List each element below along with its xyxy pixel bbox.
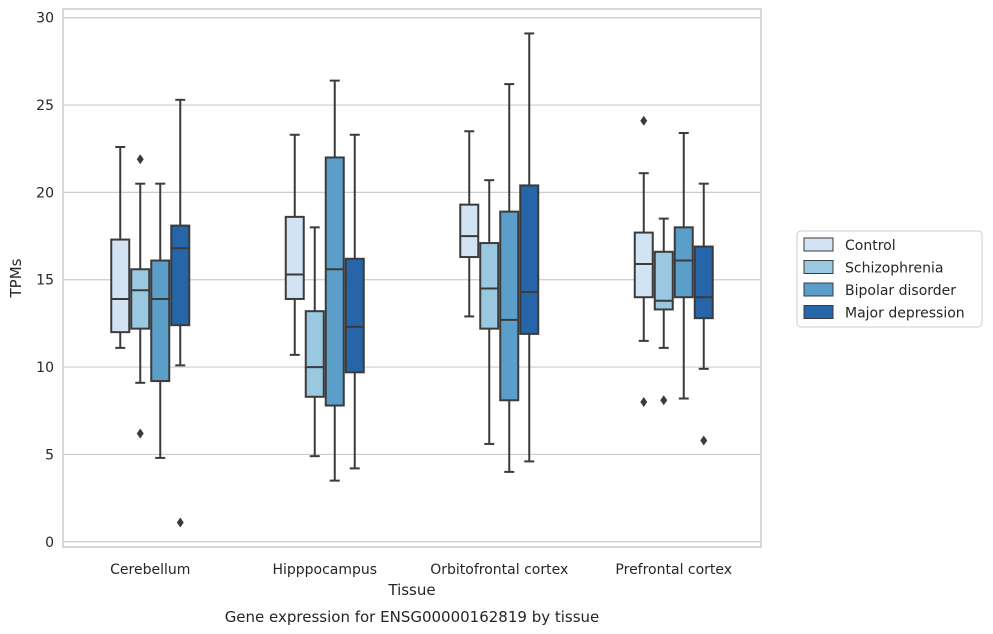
- y-tick-label: 30: [36, 11, 54, 27]
- box-control: [284, 133, 305, 356]
- box-schizophrenia: [479, 179, 500, 445]
- legend-frame: [796, 230, 983, 328]
- x-axis-ticks: Cerebellum Hipppocampus Orbitofrontal cort…: [110, 562, 732, 578]
- legend-label: Major depression: [845, 306, 965, 322]
- box-schizophrenia: [304, 226, 325, 458]
- box-groups: [110, 32, 714, 528]
- y-tick-label: 15: [36, 273, 54, 289]
- outlier-marker: [136, 154, 144, 165]
- box-iqr: [344, 257, 365, 374]
- box-schizophrenia: [130, 154, 151, 439]
- box-iqr: [150, 259, 171, 383]
- box-major-depression: [693, 182, 714, 446]
- box-iqr: [324, 156, 345, 407]
- legend-swatch: [803, 282, 834, 297]
- legend-swatch: [803, 305, 834, 319]
- box-iqr: [519, 184, 540, 335]
- box-iqr: [170, 224, 191, 327]
- box-schizophrenia: [653, 217, 674, 406]
- box-iqr: [499, 210, 520, 402]
- x-tick-label: Cerebellum: [110, 562, 190, 578]
- box-control: [459, 130, 480, 318]
- plot-area: [62, 8, 762, 548]
- box-major-depression: [519, 32, 540, 463]
- x-tick-label: Hipppocampus: [272, 562, 377, 578]
- box-major-depression: [344, 133, 365, 470]
- box-iqr: [284, 215, 305, 300]
- box-iqr: [653, 250, 674, 311]
- y-tick-label: 0: [45, 535, 54, 551]
- box-bipolar-disorder: [324, 79, 345, 482]
- y-axis-ticks: 0 5 10 15 20 25 30: [36, 11, 54, 551]
- outlier-marker: [640, 115, 648, 126]
- box-iqr: [459, 203, 480, 259]
- box-bipolar-disorder: [673, 132, 694, 400]
- box-control: [633, 115, 654, 408]
- outlier-marker: [176, 517, 184, 528]
- chart-caption: Gene expression for ENSG00000162819 by t…: [225, 608, 600, 626]
- outlier-marker: [136, 428, 144, 439]
- box-bipolar-disorder: [499, 83, 520, 473]
- box-iqr: [673, 226, 694, 299]
- box-bipolar-disorder: [150, 182, 171, 459]
- box-major-depression: [170, 98, 191, 528]
- box-iqr: [479, 242, 500, 330]
- box-iqr: [130, 268, 151, 330]
- legend-label: Schizophrenia: [845, 261, 943, 277]
- box-iqr: [693, 245, 714, 320]
- x-tick-label: Orbitofrontal cortex: [430, 562, 568, 578]
- y-tick-label: 25: [36, 98, 54, 114]
- legend-swatch: [803, 237, 834, 252]
- box-iqr: [304, 310, 325, 398]
- legend-label: Control: [845, 238, 896, 254]
- outlier-marker: [660, 395, 668, 406]
- y-axis-label: TPMs: [7, 258, 25, 298]
- y-tick-label: 20: [36, 185, 54, 201]
- outlier-marker: [640, 397, 648, 408]
- legend-swatch: [803, 260, 834, 274]
- box-control: [110, 145, 131, 349]
- box-iqr: [110, 238, 131, 334]
- x-axis-label: Tissue: [387, 581, 435, 599]
- y-tick-label: 5: [45, 447, 54, 463]
- outlier-marker: [700, 435, 708, 446]
- legend: Control Schizophrenia Bipolar disorder Majo…: [796, 230, 983, 328]
- legend-label: Bipolar disorder: [845, 283, 956, 299]
- x-tick-label: Prefrontal cortex: [615, 562, 732, 578]
- y-tick-label: 10: [36, 360, 54, 376]
